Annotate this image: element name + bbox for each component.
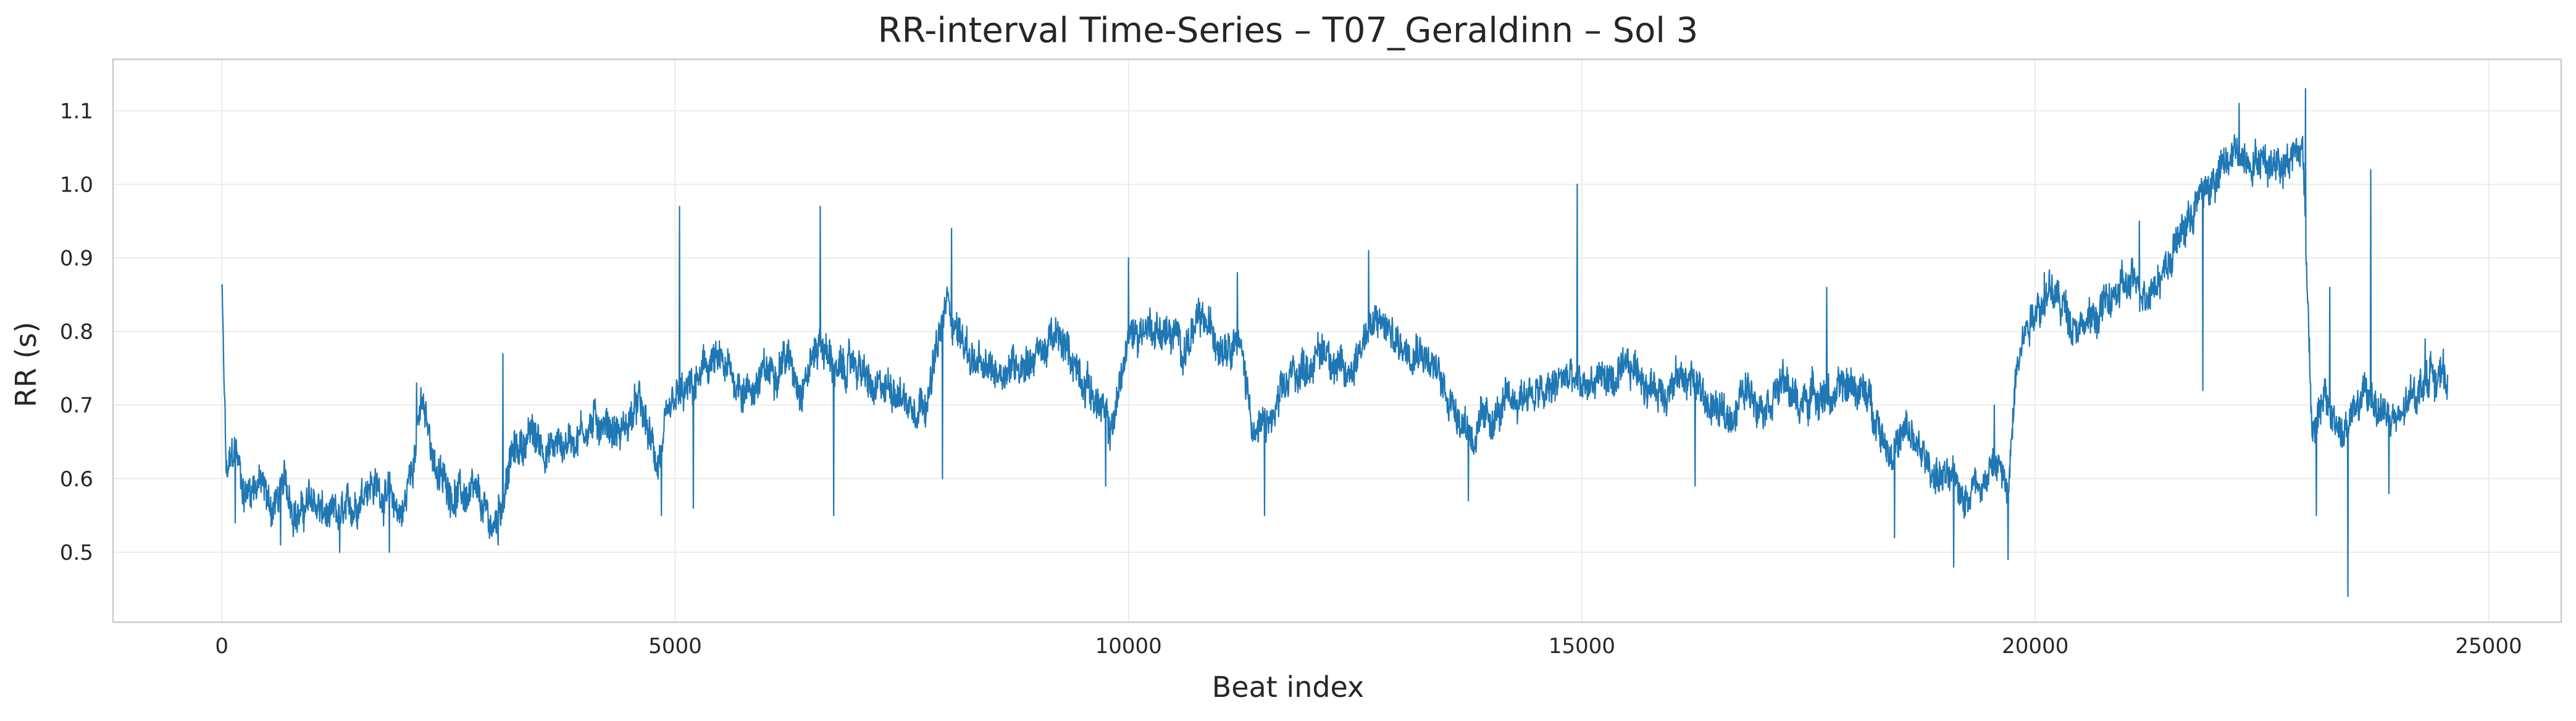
y-axis-ticks: 0.5 0.6 0.7 0.8 0.9 1.0 1.1 (60, 99, 93, 565)
series-line (221, 88, 2449, 597)
x-tick-label: 5000 (648, 634, 702, 659)
plot-area-frame (112, 58, 2562, 623)
x-axis-label: Beat index (1212, 670, 1365, 704)
grid-lines (113, 59, 2561, 622)
chart-title: RR-interval Time-Series – T07_Geraldinn … (878, 11, 1699, 51)
y-tick-label: 0.6 (60, 467, 93, 492)
y-tick-label: 0.5 (60, 541, 93, 565)
y-tick-label: 0.7 (60, 394, 93, 418)
x-tick-label: 15000 (1549, 634, 1615, 659)
y-axis-label: RR (s) (9, 322, 43, 407)
x-tick-label: 20000 (2002, 634, 2068, 659)
x-tick-label: 10000 (1095, 634, 1162, 659)
x-tick-label: 0 (215, 634, 228, 659)
data-line-group (221, 88, 2449, 597)
y-tick-label: 1.1 (60, 99, 93, 124)
y-tick-label: 0.8 (60, 320, 93, 345)
x-axis-ticks: 0 5000 10000 15000 20000 25000 (215, 634, 2522, 659)
y-tick-label: 0.9 (60, 247, 93, 271)
x-tick-label: 25000 (2455, 634, 2522, 659)
y-tick-label: 1.0 (60, 172, 93, 197)
